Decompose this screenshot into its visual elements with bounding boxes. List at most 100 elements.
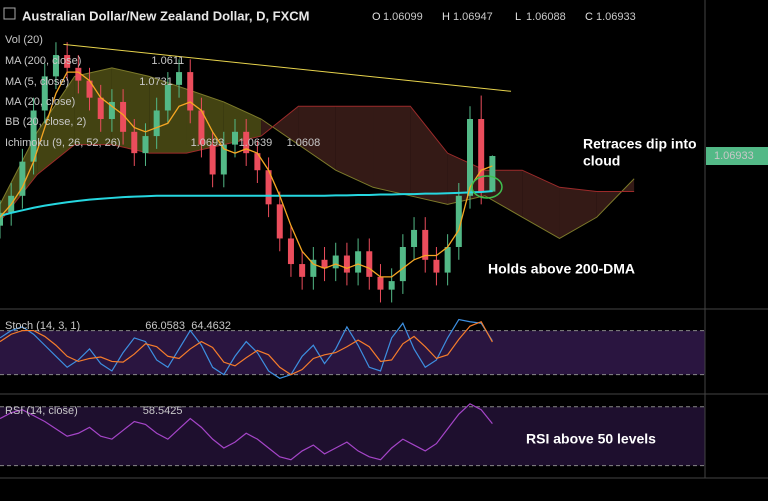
candle-body: [265, 170, 272, 205]
band-fill: [0, 406, 705, 466]
legend-entry: MA (5, close): [5, 76, 69, 88]
annotation: cloud: [583, 153, 620, 169]
candle-body: [310, 259, 317, 277]
candle-body: [209, 144, 216, 175]
candle-body: [153, 110, 160, 137]
candle-body: [176, 72, 183, 85]
candle-body: [455, 195, 462, 247]
legend-readout: 1.0608: [287, 137, 321, 149]
ohlc-value: 1.06933: [596, 11, 636, 23]
indicator-line: [0, 321, 493, 376]
annotation: Retraces dip into: [583, 136, 697, 152]
cloud-segment: [522, 170, 560, 239]
cloud-segment: [186, 89, 224, 154]
chart-icon: [3, 7, 16, 20]
legend-entry: MA (20, close): [5, 96, 75, 108]
candle-body: [422, 229, 429, 260]
candle-body: [41, 76, 48, 111]
candle-body: [75, 67, 82, 81]
legend-entry: BB (20, close, 2): [5, 116, 86, 128]
candle-body: [433, 259, 440, 273]
pane-title: Stoch (14, 3, 1): [5, 320, 80, 332]
candle-body: [52, 55, 59, 77]
band-fill: [0, 330, 705, 375]
ohlc-key: L: [515, 11, 521, 23]
highlight-circle: [471, 175, 503, 199]
candle-body: [321, 259, 328, 269]
candle-body: [444, 246, 451, 273]
ohlc-key: C: [585, 11, 593, 23]
ohlc-value: 1.06947: [453, 11, 493, 23]
cloud-segment: [37, 76, 75, 175]
legend-readout: 1.0731: [139, 76, 173, 88]
cloud-segment: [410, 106, 448, 205]
ma-line: [0, 71, 493, 278]
chart-title: Australian Dollar/New Zealand Dollar, D,…: [22, 8, 310, 23]
candle-body: [164, 84, 171, 111]
candle-body: [355, 251, 362, 273]
legend-readout: 1.0639: [239, 137, 273, 149]
ma-line: [0, 190, 493, 217]
candle-body: [366, 251, 373, 277]
pane-readout: 58.5425: [143, 405, 183, 417]
candle-body: [0, 212, 3, 226]
last-price-tag: [706, 147, 768, 166]
candle-body: [187, 72, 194, 111]
candle-body: [254, 153, 261, 171]
candle-body: [131, 131, 138, 154]
candle-body: [97, 97, 104, 120]
cloud-segment: [559, 187, 597, 239]
annotation: Holds above 200-DMA: [488, 261, 635, 277]
candle-body: [108, 101, 115, 120]
candle-body: [489, 156, 496, 192]
candle-body: [388, 281, 395, 290]
legend-entry: Vol (20): [5, 34, 43, 46]
pane-readout: 66.0583: [145, 320, 185, 332]
legend-entry: Ichimoku (9, 26, 52, 26): [5, 137, 121, 149]
cloud-segment: [335, 106, 374, 188]
pane-readout: 64.4632: [191, 320, 231, 332]
candle-body: [377, 276, 384, 290]
candle-body: [276, 204, 283, 239]
text-layer: Australian Dollar/New Zealand Dollar, D,…: [5, 8, 754, 446]
cloud-span-b: [0, 105, 635, 222]
legend-entry: MA (200, close): [5, 55, 81, 67]
ohlc-value: 1.06088: [526, 11, 566, 23]
candle-body: [142, 136, 149, 154]
candle-body: [343, 255, 350, 273]
grid-layer: [0, 330, 705, 467]
trendline: [63, 43, 512, 92]
legend-readout: 1.0693: [191, 137, 225, 149]
candle-body: [86, 80, 93, 98]
candle-body: [467, 119, 473, 196]
ohlc-key: H: [442, 11, 450, 23]
candle-body: [198, 110, 205, 145]
candle-body: [30, 110, 37, 162]
cloud-segment: [111, 67, 150, 154]
cloud-segment: [261, 106, 299, 145]
cloud-span-a: [0, 67, 635, 240]
candle-body: [287, 238, 294, 265]
candle-body: [399, 246, 406, 282]
cloud-segment: [373, 106, 411, 196]
pane-title: RSI (14, close): [5, 405, 78, 417]
candle-body: [299, 264, 306, 277]
cloud-segment: [298, 106, 336, 171]
candle-body: [411, 229, 418, 247]
ohlc-key: O: [372, 11, 381, 23]
candle-body: [232, 131, 238, 145]
marks-layer: [0, 42, 768, 461]
cloud-segment: [74, 67, 112, 145]
candle-body: [243, 131, 250, 154]
indicator-line: [0, 403, 493, 461]
indicator-line: [0, 318, 493, 379]
candle-body: [19, 161, 26, 196]
candle-body: [332, 255, 339, 269]
annotation: RSI above 50 levels: [526, 431, 656, 447]
candle-body: [120, 101, 127, 132]
candle-body: [64, 55, 71, 68]
ohlc-value: 1.06099: [383, 11, 423, 23]
legend-readout: 1.0611: [151, 55, 184, 67]
candle-body: [220, 144, 227, 175]
